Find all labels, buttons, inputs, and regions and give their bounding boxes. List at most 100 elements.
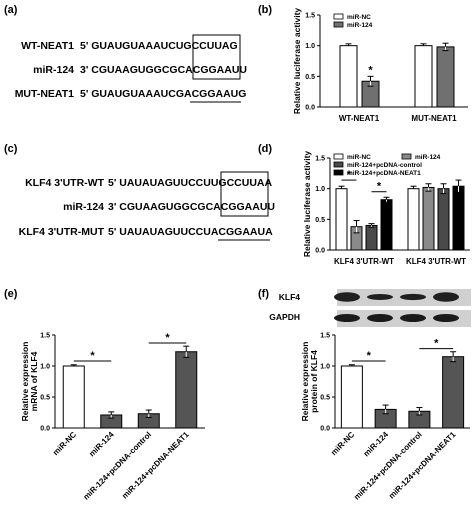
- y-axis-label-line2: protein of KLF4: [309, 350, 319, 413]
- bar-f-3: [442, 356, 465, 429]
- y-axis-label-line1: Relative expression: [300, 342, 310, 422]
- band-gapdh-2: [400, 314, 426, 322]
- band-klf4-3: [433, 292, 459, 302]
- bar-d-3-0: [380, 199, 393, 251]
- bar-f-0: [340, 365, 363, 429]
- legend-label-d: miR-124+pcDNA-NEAT1: [347, 170, 421, 177]
- category-label-d: KLF4 3'UTR-WT: [334, 257, 394, 266]
- y-tick-label: 0.0: [305, 105, 315, 112]
- y-axis-label: Relative luciferase activity: [302, 151, 312, 258]
- sequence-panel-c: KLF4 3'UTR-WT 5' UAUAUAGUUCCUUGCCUUAA mi…: [19, 171, 275, 241]
- y-tick-label: 1.0: [320, 364, 330, 371]
- seq-c-name-0: KLF4 3'UTR-WT: [25, 177, 104, 189]
- y-tick-label: 0.0: [40, 426, 50, 433]
- legend-swatch-b: [333, 13, 344, 20]
- category-label-b: MUT-NEAT1: [411, 114, 457, 123]
- seed-box-a: [192, 34, 241, 80]
- seq-c-seq-2: 5' UAUAUAGUUCCUACGGAAUA: [108, 226, 273, 238]
- category-label-f: miR-124+pcDNA-NEAT1: [387, 430, 458, 501]
- y-tick-label: 1.5: [315, 156, 325, 163]
- category-label-e: miR-124+pcDNA-NEAT1: [120, 430, 191, 501]
- significance-star: *: [377, 181, 382, 193]
- y-tick-label: 0.5: [40, 395, 50, 402]
- blot-label-gapdh: GAPDH: [269, 312, 300, 322]
- y-axis-label: Relative luciferase activity: [292, 8, 302, 115]
- band-klf4-1: [367, 294, 393, 300]
- panel-label-b: (b): [258, 4, 272, 16]
- category-label-e: miR-NC: [51, 430, 78, 457]
- seq-c-name-1: miR-124: [63, 201, 104, 213]
- bar-d-0-1: [407, 188, 420, 251]
- y-tick-label: 1.0: [40, 364, 50, 371]
- seq-c-name-2: KLF4 3'UTR-MUT: [19, 226, 105, 238]
- panel-label-a: (a): [4, 4, 18, 16]
- bar-b-miR-NC-0: [339, 45, 358, 108]
- significance-star: *: [367, 350, 372, 362]
- y-tick-label: 0.0: [320, 426, 330, 433]
- band-gapdh-1: [367, 314, 393, 322]
- bar-b-miR-124-1: [436, 46, 455, 108]
- y-tick-label: 1.5: [40, 333, 50, 340]
- bar-d-2-0: [365, 224, 378, 251]
- y-tick-label: 0.5: [315, 217, 325, 224]
- category-label-f: miR-NC: [329, 430, 356, 457]
- y-axis-label-line1: Relative expression: [20, 342, 30, 422]
- category-label-f: miR-124: [362, 430, 391, 459]
- significance-star: *: [165, 332, 170, 344]
- legend-swatch-d: [333, 169, 344, 176]
- seq-a-name-0: WT-NEAT1: [21, 40, 74, 52]
- category-label-e: miR-124: [87, 430, 116, 459]
- y-tick-label: 0.0: [315, 248, 325, 255]
- chart-f: 0.0 0.5 1.0 1.5 Relative expression protein o…: [300, 333, 470, 502]
- seq-a-name-2: MUT-NEAT1: [15, 88, 74, 100]
- y-tick-label: 1.5: [305, 13, 315, 20]
- band-gapdh-3: [433, 314, 459, 322]
- bar-d-2-1: [437, 188, 450, 251]
- panel-label-d: (d): [258, 143, 272, 155]
- sequence-panel-a: WT-NEAT1 5' GUAUGUAAAUCUGCCUUAG miR-124 …: [15, 34, 247, 103]
- y-tick-label: 1.5: [320, 333, 330, 340]
- chart-e: 0.0 0.5 1.0 1.5 Relative expression mRNA of K…: [20, 332, 205, 502]
- y-tick-label: 0.5: [305, 74, 315, 81]
- y-tick-label: 0.5: [320, 395, 330, 402]
- significance-star: *: [347, 169, 352, 181]
- seq-c-seq-0: 5' UAUAUAGUUCCUUGCCUUAA: [108, 177, 272, 189]
- seq-a-seq-1: 3' CGUAAGUGGCGCACGGAAUU: [80, 64, 247, 76]
- bar-d-0-0: [335, 188, 348, 251]
- legend-label-d: miR-124+pcDNA-control: [347, 162, 422, 169]
- bar-e-3: [175, 351, 198, 429]
- category-label-d: KLF4 3'UTR-WT: [406, 257, 466, 266]
- legend-label-b: miR-NC: [347, 14, 371, 21]
- seq-a-name-1: miR-124: [33, 64, 74, 76]
- bar-d-1-1: [422, 186, 435, 251]
- legend-label-b: miR-124: [347, 22, 373, 29]
- y-tick-label: 1.0: [315, 186, 325, 193]
- significance-star: *: [90, 350, 95, 362]
- legend-swatch-d: [333, 161, 344, 168]
- band-klf4-2: [400, 293, 426, 301]
- legend-swatch-b: [333, 21, 344, 28]
- band-klf4-0: [334, 292, 360, 302]
- y-tick-label: 1.0: [305, 43, 315, 50]
- panel-label-c: (c): [4, 143, 18, 155]
- significance-star: *: [434, 338, 439, 350]
- panel-label-f: (f): [258, 288, 269, 300]
- seq-a-seq-0: 5' GUAUGUAAAUCUGCCUUAG: [80, 40, 238, 52]
- band-gapdh-0: [334, 314, 360, 322]
- bar-d-3-1: [452, 185, 465, 251]
- category-label-f: miR-124+pcDNA-control: [352, 430, 424, 502]
- legend-label-d: miR-124: [415, 154, 441, 161]
- significance-star: *: [368, 64, 373, 76]
- bar-b-miR-NC-1: [414, 45, 433, 108]
- seed-box-c: [220, 171, 269, 217]
- legend-swatch-d: [401, 153, 412, 160]
- panel-label-e: (e): [4, 288, 18, 300]
- bar-e-0: [62, 365, 85, 429]
- western-blot: KLF4 GAPDH: [269, 289, 471, 327]
- category-label-b: WT-NEAT1: [339, 114, 380, 123]
- legend-label-d: miR-NC: [347, 154, 371, 161]
- seq-c-seq-1: 3' CGUAAGUGGCGCACGGAAUU: [108, 201, 275, 213]
- legend-swatch-d: [333, 153, 344, 160]
